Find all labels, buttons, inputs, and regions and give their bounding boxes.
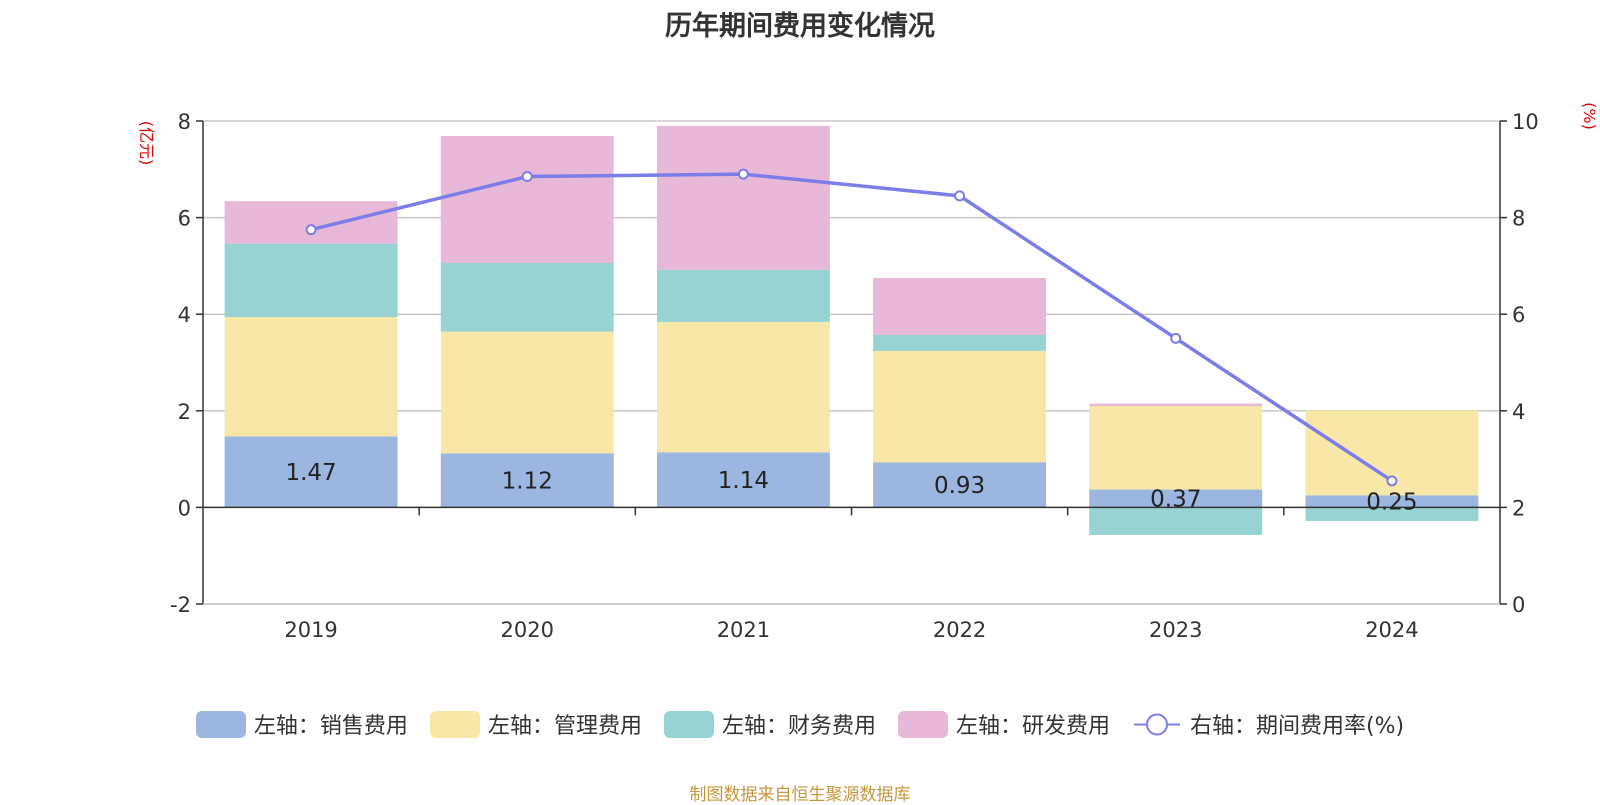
- axes: -2 0 2 4 6 8 0 2 4 6 8 10 2019 2020 2021 2022 2023 2024: [170, 110, 1539, 642]
- right-axis-unit: (%): [1580, 102, 1599, 130]
- line-point-2022: [954, 190, 966, 202]
- legend-label: 左轴：研发费用: [955, 714, 1110, 739]
- x-axis-tick-label: 2024: [1365, 618, 1418, 642]
- data-label: 0.37: [1150, 486, 1201, 512]
- data-labels: 1.47 1.12 1.14 0.93 0.37 0.25: [285, 460, 1417, 515]
- right-axis-tick-label: 2: [1512, 496, 1525, 520]
- legend-label: 左轴：管理费用: [487, 714, 642, 739]
- right-axis-tick-label: 10: [1512, 110, 1539, 134]
- bar-series0-2024: [1305, 495, 1479, 508]
- legend-swatch: [897, 710, 948, 738]
- bar-series3-2019: [224, 201, 398, 244]
- bar-series3-2022: [873, 277, 1047, 335]
- x-axis-tick-label: 2021: [717, 618, 770, 642]
- x-axis-tick-label: 2020: [501, 618, 554, 642]
- bar-series2-2024: [1305, 507, 1479, 521]
- x-axis-tick-label: 2019: [284, 618, 337, 642]
- bar-series0-2019: [224, 436, 398, 508]
- line-series-path: [310, 172, 1393, 483]
- data-label: 0.93: [934, 473, 985, 499]
- legend-line-circle-icon: [1133, 713, 1180, 735]
- line-point-2021: [737, 168, 749, 180]
- bar-series0-2023: [1089, 489, 1263, 508]
- data-label: 1.14: [718, 468, 769, 494]
- legend-label: 右轴：期间费用率(%): [1189, 714, 1405, 739]
- bar-series0-2021: [656, 452, 830, 508]
- legend-item-series0[interactable]: 左轴：销售费用: [195, 708, 408, 740]
- x-axis-tick-label: 2022: [933, 618, 986, 642]
- bar-layer: [224, 125, 1479, 535]
- line-point-2024: [1386, 475, 1398, 487]
- left-axis-tick-label: 4: [178, 303, 191, 327]
- legend-item-series3[interactable]: 左轴：研发费用: [897, 708, 1110, 740]
- right-axis-tick-label: 8: [1512, 207, 1525, 231]
- right-axis-tick-label: 0: [1512, 593, 1525, 617]
- bar-series3-2023: [1089, 403, 1263, 406]
- legend: 左轴：销售费用 左轴：管理费用 左轴：财务费用 左轴：研发费用 右轴：期间费用率(%): [0, 706, 1600, 742]
- bar-series0-2022: [873, 462, 1047, 508]
- bar-series3-2020: [440, 135, 614, 264]
- right-axis-tick-label: 6: [1512, 303, 1525, 327]
- bar-series2-2020: [440, 263, 614, 332]
- left-axis-tick-label: 0: [178, 496, 191, 520]
- bar-series1-2021: [656, 321, 830, 453]
- bar-series0-2020: [440, 453, 614, 508]
- chart-title: 历年期间费用变化情况: [665, 11, 935, 42]
- left-axis-tick-label: -2: [170, 593, 191, 617]
- line-point-2020: [521, 171, 533, 183]
- left-axis-tick-label: 6: [178, 207, 191, 231]
- bar-series2-2023: [1089, 507, 1263, 535]
- line-layer: [305, 168, 1398, 487]
- legend-swatch: [429, 710, 480, 738]
- line-point-2023: [1170, 332, 1182, 344]
- bar-series1-2022: [873, 350, 1047, 463]
- right-axis-tick-label: 4: [1512, 400, 1525, 424]
- legend-swatch: [195, 710, 246, 738]
- bar-series2-2019: [224, 243, 398, 318]
- legend-line-marker: [1145, 713, 1168, 735]
- left-axis-unit: (亿元): [137, 121, 156, 166]
- bar-series1-2023: [1089, 405, 1263, 490]
- data-label: 1.47: [285, 460, 336, 486]
- legend-label: 左轴：销售费用: [253, 714, 408, 739]
- legend-swatch: [663, 710, 714, 738]
- legend-item-line[interactable]: 右轴：期间费用率(%): [1132, 708, 1404, 740]
- bar-series2-2022: [873, 334, 1047, 351]
- legend-label: 左轴：财务费用: [721, 714, 876, 739]
- bar-series2-2021: [656, 269, 830, 322]
- line-point-2019: [305, 224, 317, 236]
- left-axis-tick-label: 8: [178, 110, 191, 134]
- bar-series1-2020: [440, 331, 614, 454]
- legend-item-series2[interactable]: 左轴：财务费用: [663, 708, 876, 740]
- data-label: 1.12: [502, 468, 553, 494]
- bar-series1-2019: [224, 317, 398, 437]
- source-note: 制图数据来自恒生聚源数据库: [689, 785, 911, 805]
- bar-series3-2021: [656, 125, 830, 270]
- legend-item-series1[interactable]: 左轴：管理费用: [429, 708, 642, 740]
- left-axis-tick-label: 2: [178, 400, 191, 424]
- x-axis-tick-label: 2023: [1149, 618, 1202, 642]
- data-label: 0.25: [1366, 489, 1417, 515]
